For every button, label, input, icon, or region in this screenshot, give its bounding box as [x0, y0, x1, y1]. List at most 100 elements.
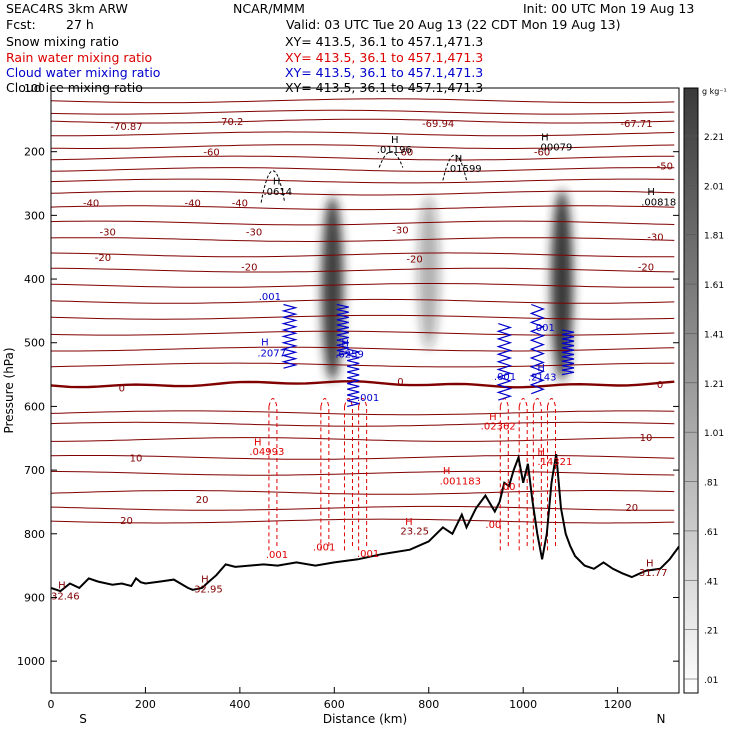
x-axis-end-right: N — [657, 712, 666, 726]
rain-shaft-2 — [344, 398, 352, 552]
y-tick-label: 800 — [24, 528, 45, 541]
isotherm-minor-7 — [51, 268, 674, 272]
extremum-annotation: .02362 — [481, 422, 516, 433]
isotherm-label: 20 — [120, 516, 133, 527]
x-tick-label: 400 — [229, 698, 250, 711]
isotherm-label: 10 — [130, 453, 143, 464]
isotherm-label: -20 — [241, 262, 257, 273]
snow-core-1 — [418, 196, 440, 349]
extremum-annotation: .6259 — [335, 350, 364, 361]
isotherm-label: -30 — [99, 227, 115, 238]
isotherm-label: 20 — [196, 495, 209, 506]
y-tick-label: 1000 — [17, 655, 45, 668]
y-tick-label: 500 — [24, 337, 45, 350]
extremum-annotation: 32.95 — [194, 585, 223, 596]
isotherm-label: -40 — [83, 199, 99, 210]
isotherm-minor-16 — [51, 471, 674, 475]
isotherm-minor-1 — [51, 110, 674, 114]
colorbar-label: .61 — [704, 528, 718, 538]
isotherm-minor-2 — [51, 132, 674, 136]
extremum-annotation: .00818 — [641, 197, 676, 208]
isotherm-minor-4 — [51, 179, 674, 183]
extremum-annotation: .00 — [485, 520, 501, 531]
extremum-annotation: .001 — [533, 323, 555, 334]
y-tick-label: 400 — [24, 273, 45, 286]
extremum-annotation: .01196 — [377, 145, 412, 156]
isotherm-label: -60 — [203, 148, 219, 159]
x-tick-label: 200 — [135, 698, 156, 711]
extremum-annotation: .001183 — [440, 476, 481, 487]
isotherm-label: -70.2 — [217, 117, 243, 128]
colorbar-label: 1.21 — [704, 380, 724, 390]
isotherm-minor-9 — [51, 315, 674, 319]
extremum-annotation: .04993 — [249, 447, 284, 458]
isotherm-minor-10 — [51, 331, 674, 335]
isotherm--70 — [51, 119, 674, 123]
extremum-annotation: H — [58, 581, 66, 592]
isotherm-label: -30 — [246, 227, 262, 238]
colorbar-label: .21 — [704, 627, 718, 637]
isotherm-minor-8 — [51, 284, 674, 288]
isotherm--20 — [51, 253, 674, 257]
extremum-annotation: 31.77 — [639, 568, 668, 579]
x-tick-label: 600 — [324, 698, 345, 711]
isotherm-minor-3 — [51, 156, 674, 160]
isotherm-minor-15 — [51, 456, 674, 460]
y-tick-label: 300 — [24, 209, 45, 222]
extremum-annotation: .00 — [500, 482, 516, 493]
plot-frame — [51, 88, 679, 693]
isotherm-label: -20 — [638, 262, 654, 273]
extremum-annotation: .001 — [357, 393, 379, 404]
extremum-annotation: .14321 — [537, 457, 572, 468]
extremum-annotation: H — [341, 339, 349, 350]
extremum-annotation: .00079 — [537, 143, 572, 154]
extremum-annotation: H — [273, 176, 281, 187]
colorbar-unit: g kg⁻¹ — [702, 87, 727, 96]
isotherm-label: -40 — [232, 199, 248, 210]
isotherm--60 — [51, 145, 674, 149]
extremum-annotation: .001 — [313, 543, 335, 554]
isotherm-label: 10 — [640, 433, 653, 444]
colorbar-label: .81 — [704, 479, 718, 489]
x-tick-label: 1000 — [509, 698, 537, 711]
colorbar-label: 1.01 — [704, 429, 724, 439]
isotherm-20 — [51, 491, 674, 495]
extremum-annotation: .001 — [494, 372, 516, 383]
x-tick-label: 800 — [418, 698, 439, 711]
isotherm-0 — [51, 381, 674, 387]
extremum-annotation: .001 — [266, 550, 288, 561]
isotherm-label: -20 — [95, 253, 111, 264]
rain-shaft-3 — [359, 398, 367, 552]
isotherm--30 — [51, 221, 674, 225]
isotherm-label: -30 — [647, 232, 663, 243]
isotherm-minor-13 — [51, 411, 674, 415]
isotherm-10 — [51, 438, 674, 442]
rain-shaft-1 — [321, 398, 329, 552]
y-tick-label: 600 — [24, 400, 45, 413]
isotherm-minor-5 — [51, 206, 674, 210]
isotherm-minor-12 — [51, 363, 674, 367]
extremum-annotation: H — [261, 337, 269, 348]
isotherm-label: -70.87 — [110, 122, 142, 133]
isotherm-label: 20 — [625, 503, 638, 514]
extremum-annotation: .001 — [357, 549, 379, 560]
isotherm-label: -69.94 — [422, 119, 454, 130]
colorbar-label: 1.81 — [704, 232, 724, 242]
extremum-annotation: .2143 — [528, 372, 557, 383]
colorbar-label: 2.21 — [704, 133, 724, 143]
colorbar-label: 2.01 — [704, 182, 724, 192]
isotherm-minor-17 — [51, 506, 674, 510]
extremum-annotation: .0614 — [263, 187, 292, 198]
isotherm--50 — [51, 168, 674, 172]
isotherm-label: -30 — [392, 225, 408, 236]
isotherm-label: -50 — [657, 162, 673, 173]
extremum-annotation: .01599 — [447, 164, 482, 175]
cross-section-chart: -70.87 -70.2 -69.94 -67.71-60 -60 -60-50-40 -4… — [0, 0, 740, 740]
colorbar — [684, 88, 698, 693]
isotherm-label: -67.71 — [620, 119, 652, 130]
y-tick-label: 900 — [24, 591, 45, 604]
rain-shaft-7 — [548, 398, 556, 552]
isotherm-label: 0 — [397, 377, 403, 388]
isotherm-minor-6 — [51, 238, 674, 242]
isotherm-minor-0 — [51, 99, 674, 103]
